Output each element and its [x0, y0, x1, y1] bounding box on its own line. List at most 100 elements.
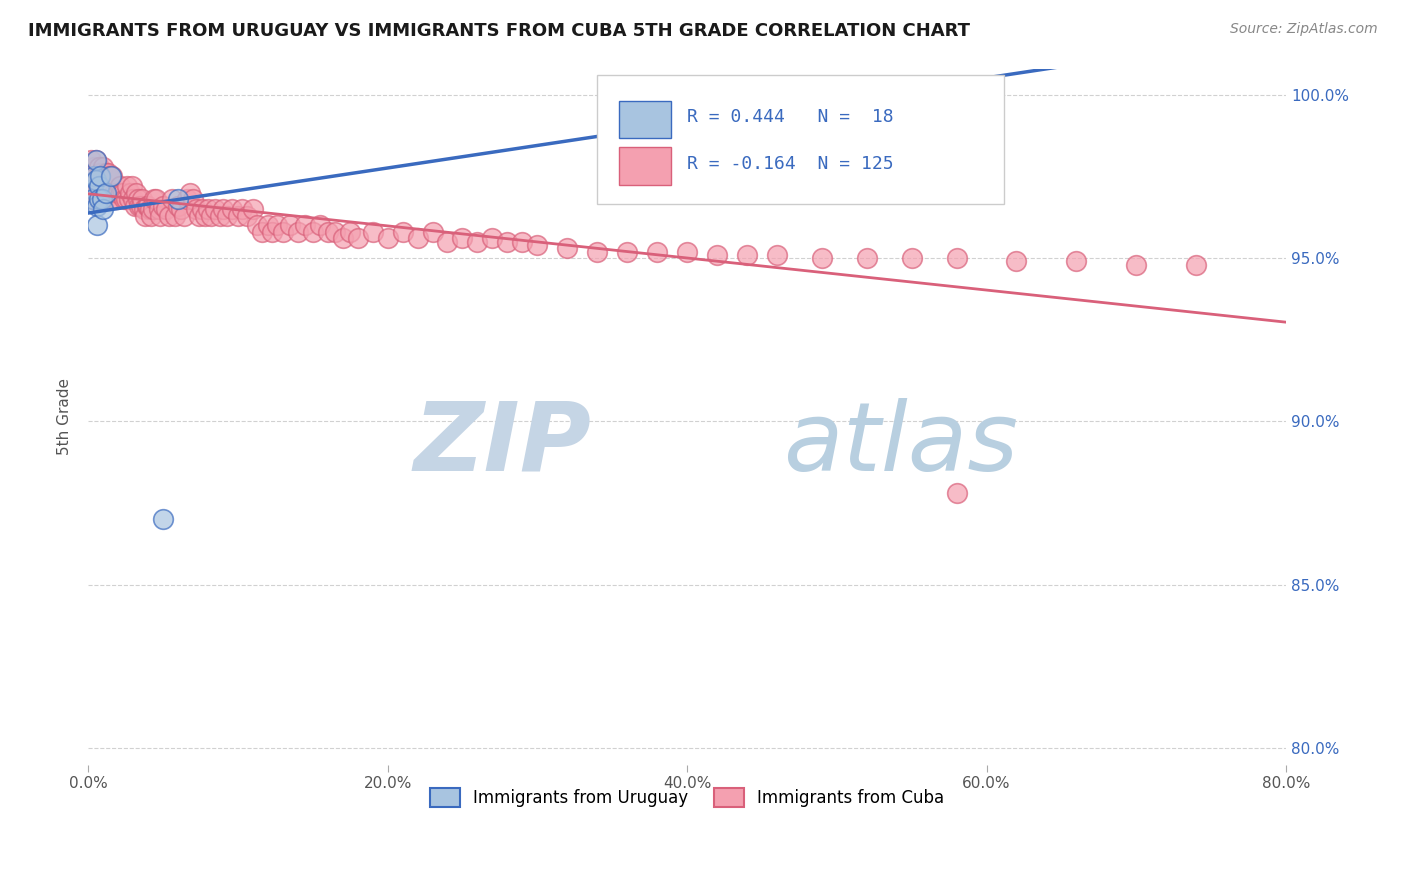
Point [236, 209, 259, 223]
Point [586, 244, 609, 259]
Point [90, 172, 112, 186]
Point [436, 235, 458, 249]
Point [167, 192, 190, 206]
Point [231, 202, 253, 216]
Point [104, 192, 127, 206]
Point [167, 199, 190, 213]
Point [512, 235, 534, 249]
Point [94, 186, 117, 200]
Point [122, 192, 145, 206]
Point [467, 235, 489, 249]
Point [82, 192, 104, 206]
Point [377, 231, 399, 245]
Point [86, 219, 108, 233]
Point [481, 231, 503, 245]
Point [212, 202, 235, 216]
Point [332, 231, 354, 245]
Point [112, 192, 135, 206]
Point [157, 209, 180, 223]
Point [84, 153, 107, 167]
Point [316, 225, 339, 239]
Point [728, 94, 751, 108]
Point [181, 192, 204, 206]
Text: R = -0.164  N = 125: R = -0.164 N = 125 [688, 155, 894, 173]
Point [256, 219, 278, 233]
Point [127, 192, 149, 206]
Point [82, 192, 104, 206]
Point [93, 192, 115, 206]
Point [138, 202, 160, 216]
Point [145, 192, 167, 206]
Point [242, 202, 264, 216]
Point [1185, 258, 1208, 272]
Point [645, 244, 668, 259]
Point [676, 244, 699, 259]
Point [121, 179, 143, 194]
Point [706, 248, 728, 262]
Point [191, 202, 214, 216]
Point [200, 209, 222, 223]
FancyBboxPatch shape [619, 101, 672, 138]
Point [148, 202, 170, 216]
Point [110, 186, 132, 200]
Point [101, 169, 124, 184]
Point [176, 192, 198, 206]
Point [83, 179, 105, 194]
Point [135, 199, 157, 213]
Point [173, 209, 195, 223]
Point [125, 186, 148, 200]
Point [143, 192, 166, 206]
Point [139, 209, 162, 223]
Point [945, 251, 967, 265]
Text: R = 0.444   N =  18: R = 0.444 N = 18 [688, 108, 894, 127]
Point [82, 179, 104, 194]
Point [82, 182, 104, 196]
Point [90, 192, 112, 206]
Point [766, 248, 789, 262]
Point [111, 186, 134, 200]
Point [97, 166, 120, 180]
Point [422, 225, 444, 239]
Point [94, 166, 117, 180]
Text: atlas: atlas [783, 398, 1018, 491]
Point [114, 192, 136, 206]
Point [900, 251, 922, 265]
Point [108, 179, 131, 194]
Point [91, 202, 114, 216]
Point [163, 209, 186, 223]
Point [103, 186, 125, 200]
Point [87, 179, 110, 194]
Point [616, 244, 638, 259]
Point [194, 209, 217, 223]
FancyBboxPatch shape [619, 147, 672, 185]
Point [451, 231, 474, 245]
Point [204, 202, 226, 216]
Point [323, 225, 346, 239]
Point [84, 153, 107, 167]
Point [84, 172, 107, 186]
Point [1125, 258, 1147, 272]
Point [246, 219, 269, 233]
Point [131, 192, 153, 206]
Point [271, 225, 294, 239]
Point [294, 219, 316, 233]
Point [735, 248, 758, 262]
Point [721, 91, 744, 105]
Point [160, 192, 183, 206]
Point [136, 199, 159, 213]
Point [496, 235, 519, 249]
Point [86, 172, 108, 186]
Point [361, 225, 384, 239]
Point [83, 160, 105, 174]
Point [100, 169, 122, 184]
Point [98, 169, 121, 184]
Point [86, 186, 108, 200]
Point [170, 202, 193, 216]
Point [179, 186, 201, 200]
Y-axis label: 5th Grade: 5th Grade [58, 378, 72, 455]
Point [84, 186, 107, 200]
Point [339, 225, 361, 239]
Point [945, 486, 967, 500]
Point [89, 166, 111, 180]
Point [89, 186, 111, 200]
